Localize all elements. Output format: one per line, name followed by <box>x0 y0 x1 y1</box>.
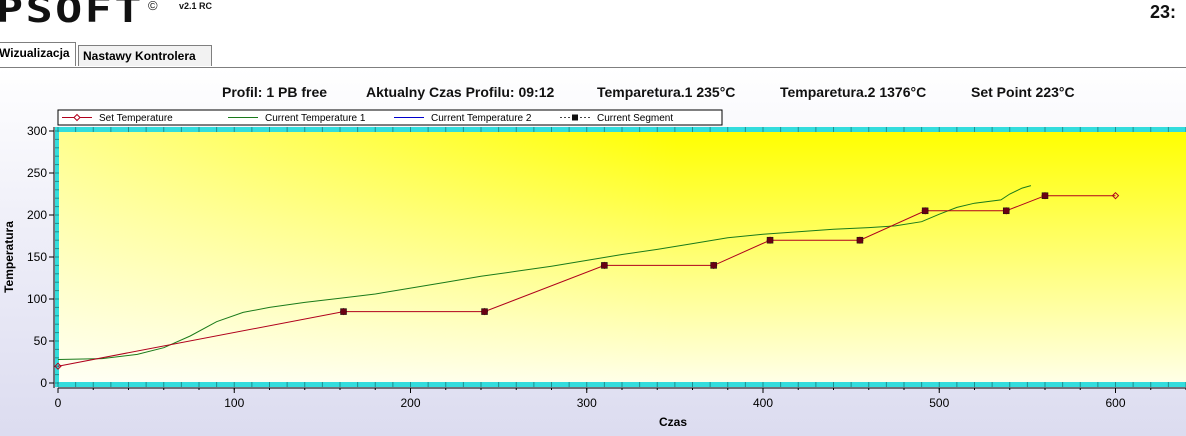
current-segment-marker <box>481 308 488 315</box>
x-tick-label: 100 <box>224 396 244 410</box>
current-segment-marker <box>601 262 608 269</box>
current-segment-marker <box>766 236 774 244</box>
axis-ticks: 0 100 200 300 400 500 600 0 50 100 150 200 250 300 <box>27 124 1186 410</box>
tab-wizualizacja[interactable]: Wizualizacja <box>0 42 76 66</box>
profile-name: Profil: 1 PB free <box>222 84 328 100</box>
current-segment-marker <box>340 308 347 315</box>
title-bar: PSOFT © v2.1 RC 23: <box>0 0 1186 44</box>
temperature-2-readout: Temparetura.2 1376°C <box>780 84 927 100</box>
x-tick-label: 0 <box>55 396 62 410</box>
x-tick-label: 600 <box>1105 396 1125 410</box>
temperature-chart: 0 100 200 300 400 500 600 0 50 100 150 200 250 300 Se… <box>2 109 1186 429</box>
profile-time: Aktualny Czas Profilu: 09:12 <box>366 84 555 100</box>
legend-label: Current Temperature 1 <box>265 113 366 124</box>
tab-bar: Wizualizacja Nastawy Kontrolera <box>0 42 1186 68</box>
y-tick-label: 150 <box>27 250 47 264</box>
app-logo: PSOFT <box>0 0 144 31</box>
legend-label: Current Temperature 2 <box>431 113 532 124</box>
set-temperature-point <box>1111 191 1120 200</box>
legend-marker-current-segment <box>572 114 578 121</box>
version-label: v2.1 RC <box>179 1 213 11</box>
current-segment-marker <box>1002 207 1010 215</box>
y-tick-label: 250 <box>27 166 47 180</box>
y-tick-label: 100 <box>27 292 47 306</box>
y-tick-label: 300 <box>27 124 47 138</box>
plot-area <box>55 127 1186 387</box>
current-segment-marker <box>856 236 864 244</box>
current-segment-marker <box>710 262 717 269</box>
x-tick-label: 300 <box>577 396 597 410</box>
plot-background-highlight <box>58 131 1186 383</box>
y-tick-label: 50 <box>34 334 48 348</box>
x-tick-label: 500 <box>929 396 949 410</box>
temperature-1-readout: Temparetura.1 235°C <box>597 84 736 100</box>
tab-nastawy-kontrolera[interactable]: Nastawy Kontrolera <box>78 45 212 66</box>
y-tick-label: 200 <box>27 208 47 222</box>
top-axis-band <box>56 127 1186 132</box>
current-segment-marker <box>1041 192 1049 199</box>
copyright-mark: © <box>148 0 158 13</box>
legend-marker-set-temperature <box>73 113 81 122</box>
current-segment-marker <box>921 207 929 215</box>
legend-label: Current Segment <box>597 113 673 124</box>
clock-display: 23: <box>1150 2 1177 22</box>
legend-box <box>57 109 723 126</box>
legend: Set Temperature Current Temperature 1 Curr… <box>57 109 723 126</box>
x-tick-label: 200 <box>400 396 420 410</box>
legend-label: Set Temperature <box>99 113 173 124</box>
series-layer <box>54 185 1120 370</box>
set-temperature-point <box>54 362 62 370</box>
y-axis-title: Temperatura <box>2 221 16 293</box>
x-tick-label: 400 <box>753 396 773 410</box>
bottom-axis-band <box>56 382 1186 387</box>
set-point-readout: Set Point 223°C <box>971 84 1075 100</box>
x-axis-title: Czas <box>659 415 687 429</box>
y-tick-label: 0 <box>40 376 47 390</box>
